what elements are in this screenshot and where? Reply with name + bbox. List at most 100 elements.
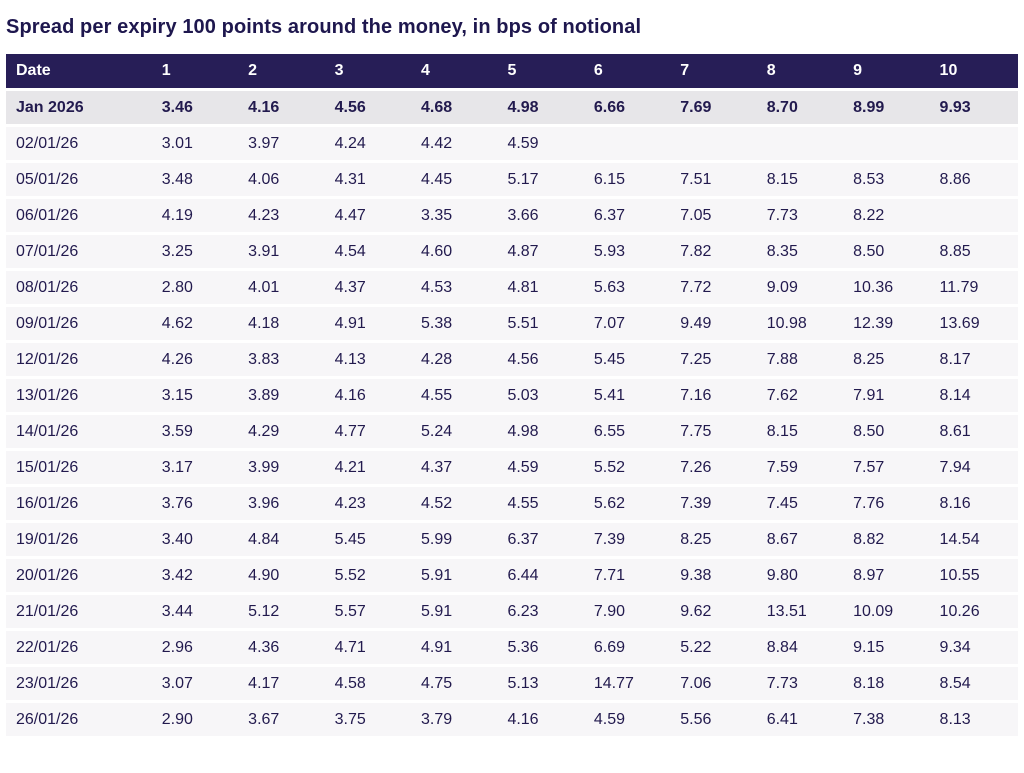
value-cell: 6.55 — [585, 415, 673, 448]
table-row: 23/01/26 3.07 4.17 4.58 4.75 5.13 14.77 … — [6, 667, 1018, 700]
value-cell: 5.03 — [499, 379, 586, 412]
column-header-1: 1 — [153, 54, 241, 88]
table-row: 21/01/26 3.44 5.12 5.57 5.91 6.23 7.90 9… — [6, 595, 1018, 628]
value-cell: 5.99 — [413, 523, 500, 556]
value-cell: 6.37 — [585, 199, 673, 232]
value-cell: 3.99 — [240, 451, 327, 484]
column-header-date: Date — [6, 54, 154, 88]
row-date-cell: Jan 2026 — [6, 91, 154, 124]
value-cell: 5.57 — [326, 595, 414, 628]
value-cell: 4.18 — [240, 307, 327, 340]
table-header-row: Date 1 2 3 4 5 6 7 8 9 10 — [6, 54, 1018, 88]
value-cell: 7.90 — [585, 595, 673, 628]
value-cell: 8.35 — [758, 235, 846, 268]
value-cell: 10.26 — [931, 595, 1018, 628]
value-cell: 5.91 — [413, 595, 500, 628]
value-cell: 6.66 — [585, 91, 673, 124]
value-cell: 4.90 — [240, 559, 327, 592]
value-cell: 5.24 — [413, 415, 500, 448]
value-cell: 4.56 — [326, 91, 414, 124]
value-cell: 3.01 — [153, 127, 241, 160]
value-cell: 8.82 — [845, 523, 932, 556]
value-cell: 4.37 — [413, 451, 500, 484]
value-cell: 7.62 — [758, 379, 846, 412]
value-cell: 9.62 — [672, 595, 759, 628]
value-cell: 4.98 — [499, 415, 586, 448]
value-cell: 5.63 — [585, 271, 673, 304]
value-cell: 7.72 — [672, 271, 759, 304]
value-cell: 3.96 — [240, 487, 327, 520]
value-cell: 5.17 — [499, 163, 586, 196]
value-cell: 3.89 — [240, 379, 327, 412]
row-date-cell: 07/01/26 — [6, 235, 154, 268]
value-cell: 8.50 — [845, 415, 932, 448]
column-header-4: 4 — [413, 54, 500, 88]
value-cell: 7.25 — [672, 343, 759, 376]
value-cell: 8.85 — [931, 235, 1018, 268]
value-cell: 7.71 — [585, 559, 673, 592]
value-cell: 6.69 — [585, 631, 673, 664]
value-cell: 8.84 — [758, 631, 846, 664]
value-cell: 4.75 — [413, 667, 500, 700]
value-cell: 12.39 — [845, 307, 932, 340]
column-header-7: 7 — [672, 54, 759, 88]
spread-table: Date 1 2 3 4 5 6 7 8 9 10 Jan 2026 3.46 … — [6, 51, 1018, 739]
value-cell: 4.52 — [413, 487, 500, 520]
row-date-cell: 26/01/26 — [6, 703, 154, 736]
value-cell: 2.90 — [153, 703, 241, 736]
value-cell: 5.45 — [326, 523, 414, 556]
value-cell: 3.44 — [153, 595, 241, 628]
value-cell: 7.39 — [585, 523, 673, 556]
row-date-cell: 15/01/26 — [6, 451, 154, 484]
value-cell: 4.45 — [413, 163, 500, 196]
value-cell: 8.53 — [845, 163, 932, 196]
value-cell: 3.25 — [153, 235, 241, 268]
value-cell: 4.55 — [499, 487, 586, 520]
row-date-cell: 19/01/26 — [6, 523, 154, 556]
value-cell: 7.16 — [672, 379, 759, 412]
value-cell: 13.51 — [758, 595, 846, 628]
value-cell: 4.26 — [153, 343, 241, 376]
value-cell: 3.46 — [153, 91, 241, 124]
value-cell: 4.62 — [153, 307, 241, 340]
value-cell: 2.96 — [153, 631, 241, 664]
value-cell: 6.44 — [499, 559, 586, 592]
value-cell: 9.09 — [758, 271, 846, 304]
table-row: 09/01/26 4.62 4.18 4.91 5.38 5.51 7.07 9… — [6, 307, 1018, 340]
value-cell: 5.56 — [672, 703, 759, 736]
table-row: 06/01/26 4.19 4.23 4.47 3.35 3.66 6.37 7… — [6, 199, 1018, 232]
value-cell: 3.67 — [240, 703, 327, 736]
value-cell: 8.97 — [845, 559, 932, 592]
value-cell: 9.80 — [758, 559, 846, 592]
value-cell: 8.54 — [931, 667, 1018, 700]
value-cell: 4.21 — [326, 451, 414, 484]
row-date-cell: 13/01/26 — [6, 379, 154, 412]
row-date-cell: 22/01/26 — [6, 631, 154, 664]
value-cell: 4.58 — [326, 667, 414, 700]
table-row: 14/01/26 3.59 4.29 4.77 5.24 4.98 6.55 7… — [6, 415, 1018, 448]
value-cell: 7.26 — [672, 451, 759, 484]
value-cell — [845, 127, 932, 160]
value-cell: 3.76 — [153, 487, 241, 520]
value-cell: 4.16 — [240, 91, 327, 124]
value-cell: 5.13 — [499, 667, 586, 700]
value-cell: 8.99 — [845, 91, 932, 124]
value-cell: 7.39 — [672, 487, 759, 520]
table-row: 02/01/26 3.01 3.97 4.24 4.42 4.59 — [6, 127, 1018, 160]
row-date-cell: 21/01/26 — [6, 595, 154, 628]
value-cell: 4.91 — [326, 307, 414, 340]
table-row: 07/01/26 3.25 3.91 4.54 4.60 4.87 5.93 7… — [6, 235, 1018, 268]
table-row: 15/01/26 3.17 3.99 4.21 4.37 4.59 5.52 7… — [6, 451, 1018, 484]
column-header-5: 5 — [499, 54, 586, 88]
value-cell: 3.59 — [153, 415, 241, 448]
value-cell: 5.41 — [585, 379, 673, 412]
value-cell: 5.22 — [672, 631, 759, 664]
value-cell: 3.40 — [153, 523, 241, 556]
value-cell: 8.13 — [931, 703, 1018, 736]
value-cell: 11.79 — [931, 271, 1018, 304]
value-cell: 8.18 — [845, 667, 932, 700]
value-cell: 5.36 — [499, 631, 586, 664]
value-cell: 3.07 — [153, 667, 241, 700]
table-row: 08/01/26 2.80 4.01 4.37 4.53 4.81 5.63 7… — [6, 271, 1018, 304]
value-cell: 3.66 — [499, 199, 586, 232]
